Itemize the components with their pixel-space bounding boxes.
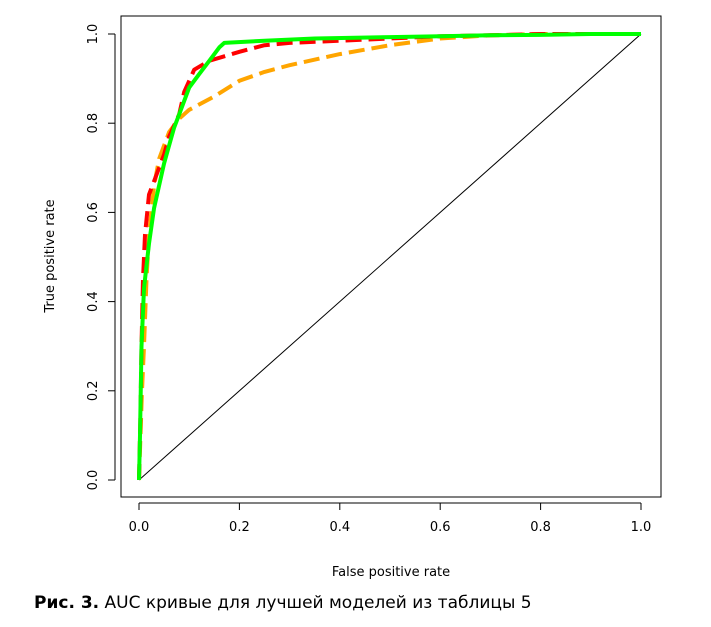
- x-axis-title: False positive rate: [332, 565, 450, 580]
- plot-frame: [120, 15, 662, 498]
- x-tick-label: 0.4: [329, 520, 350, 535]
- roc-curve-3: [137, 32, 641, 481]
- x-tick-label: 0.6: [430, 520, 451, 535]
- x-tick-label: 0.0: [129, 520, 150, 535]
- y-tick-label: 0.8: [86, 113, 101, 134]
- y-tick-label: 0.2: [86, 380, 101, 401]
- y-tick-label: 0.6: [86, 202, 101, 223]
- y-tick-label: 1.0: [86, 24, 101, 45]
- y-tick-label: 0.4: [86, 291, 101, 312]
- x-tick-label: 1.0: [631, 520, 652, 535]
- y-axis-title: True positive rate: [43, 199, 58, 313]
- x-axis: 0.0 0.2 0.4 0.6 0.8 1.0: [129, 502, 652, 535]
- roc-curve-1: [137, 32, 641, 481]
- y-tick-label: 0.0: [86, 470, 101, 491]
- figure-caption-text: AUC кривые для лучшей моделей из таблицы…: [99, 593, 532, 613]
- figure-caption-label: Рис. 3.: [34, 593, 100, 613]
- figure-caption: Рис. 3. AUC кривые для лучшей моделей из…: [34, 593, 532, 613]
- x-tick-label: 0.2: [229, 520, 250, 535]
- x-tick-label: 0.8: [530, 520, 551, 535]
- diagonal-reference-line: [138, 33, 642, 481]
- series-layer: [137, 32, 642, 481]
- y-axis: 0.0 0.2 0.4 0.6 0.8 1.0: [86, 24, 116, 491]
